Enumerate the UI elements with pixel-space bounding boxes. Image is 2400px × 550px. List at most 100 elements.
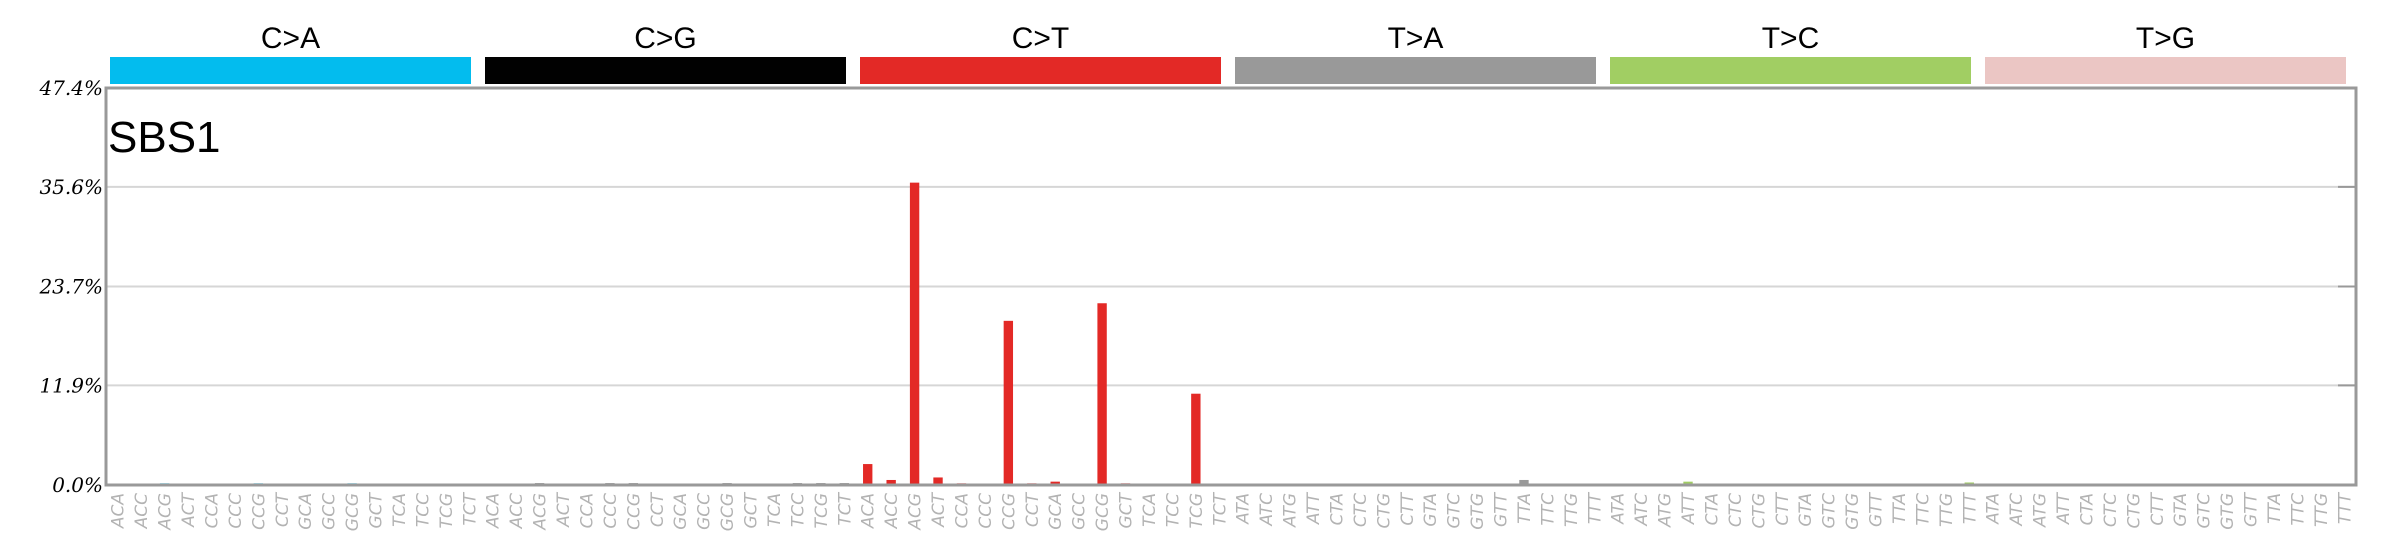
x-tick-label: GCC <box>695 493 715 530</box>
x-tick-label: TCC <box>413 493 433 527</box>
x-tick-label: CCG <box>999 493 1019 530</box>
x-tick-label: CTG <box>1374 493 1394 528</box>
x-tick-label: ATT <box>1304 491 1324 525</box>
x-tick-label: GCC <box>1070 493 1090 530</box>
y-tick-label: 35.6% <box>39 175 103 199</box>
x-tick-label: TCG <box>812 493 832 528</box>
mutation-type-strip <box>1985 57 2346 84</box>
y-tick-label: 23.7% <box>38 275 103 299</box>
x-tick-label: CCC <box>601 493 621 529</box>
x-tick-label: ACG <box>531 493 551 531</box>
x-tick-label: GTT <box>2242 491 2262 527</box>
x-tick-label: GCC <box>320 493 340 530</box>
x-tick-label: CTA <box>2077 493 2097 525</box>
bar <box>1097 303 1107 485</box>
x-tick-label: GTC <box>1445 493 1465 529</box>
x-tick-label: CCC <box>226 493 246 529</box>
mutation-type-strip <box>485 57 846 84</box>
x-tick-label: GTA <box>1421 493 1441 527</box>
x-tick-label: GCT <box>367 491 387 528</box>
x-tick-label: ATC <box>2007 493 2027 527</box>
x-tick-label: CCG <box>624 493 644 530</box>
x-tick-label: GTG <box>1468 493 1488 530</box>
x-tick-label: CTA <box>1702 493 1722 525</box>
x-tick-label: CCT <box>648 491 668 527</box>
bar <box>863 464 873 485</box>
x-tick-label: GTC <box>1820 493 1840 529</box>
mutation-type-strip <box>1235 57 1596 84</box>
x-tick-label: CCA <box>952 493 972 528</box>
x-tick-label: GCT <box>742 491 762 528</box>
chart-title: SBS1 <box>108 113 221 162</box>
x-tick-label: ATA <box>1609 493 1629 525</box>
x-tick-label: GCA <box>1046 493 1066 530</box>
x-tick-label: ACA <box>484 493 504 529</box>
x-tick-label: ATT <box>2054 491 2074 525</box>
x-tick-label: CCC <box>976 493 996 529</box>
x-tick-label: TTC <box>1913 493 1933 526</box>
x-tick-label: TTA <box>2265 493 2285 524</box>
x-tick-label: TTT <box>1960 491 1980 524</box>
x-tick-label: CTC <box>2101 493 2121 527</box>
x-tick-label: GCT <box>1117 491 1137 528</box>
x-tick-label: CTG <box>2124 493 2144 528</box>
x-tick-label: TCC <box>788 493 808 527</box>
x-tick-label: TTA <box>1890 493 1910 524</box>
x-tick-label: CTC <box>1726 493 1746 527</box>
y-tick-label: 47.4% <box>38 76 103 100</box>
x-tick-label: ACC <box>507 493 527 529</box>
x-tick-label: ACC <box>132 493 152 529</box>
x-tick-label: TTG <box>2312 493 2332 527</box>
mutation-type-label: C>G <box>634 22 697 55</box>
x-tick-label: TCG <box>437 493 457 528</box>
bar <box>1050 481 1060 485</box>
x-tick-label: GTT <box>1867 491 1887 527</box>
x-tick-label: CTG <box>1749 493 1769 528</box>
x-tick-label: GTA <box>1796 493 1816 527</box>
mutation-type-label: T>G <box>2136 22 2195 55</box>
bars <box>113 182 2349 485</box>
x-tick-label: ATC <box>1257 493 1277 527</box>
x-tick-label: ATC <box>1632 493 1652 527</box>
x-tick-label: TCA <box>1140 493 1160 527</box>
x-tick-label: TTC <box>1538 493 1558 526</box>
x-tick-label: CTT <box>1773 491 1793 525</box>
y-axis-ticks: 0.0% 11.9% 23.7% 35.6% 47.4% <box>38 76 103 497</box>
x-tick-label: TCT <box>835 491 855 525</box>
mutation-type-label: C>T <box>1012 22 1070 55</box>
x-tick-label: ATG <box>1281 493 1301 528</box>
x-tick-label: GTT <box>1492 491 1512 527</box>
x-tick-label: ATA <box>1984 493 2004 525</box>
y-tick-label: 0.0% <box>52 473 103 497</box>
x-tick-label: ATA <box>1234 493 1254 525</box>
x-tick-label: TCC <box>1163 493 1183 527</box>
mutation-type-label: T>C <box>1762 22 1820 55</box>
mutation-type-strip <box>110 57 471 84</box>
x-tick-label: TTT <box>1585 491 1605 524</box>
x-tick-label: CTT <box>2148 491 2168 525</box>
bar <box>1519 479 1529 485</box>
x-tick-label: ACG <box>156 493 176 531</box>
x-tick-label: CTT <box>1398 491 1418 525</box>
x-tick-label: GTA <box>2171 493 2191 527</box>
x-tick-label: GTG <box>2218 493 2238 530</box>
x-tick-label: ACT <box>929 491 949 527</box>
x-tick-label: GCG <box>1093 493 1113 531</box>
x-tick-label: ACC <box>882 493 902 529</box>
mutation-type-strip <box>860 57 1221 84</box>
x-tick-label: TCA <box>765 493 785 527</box>
x-tick-label: GCG <box>343 493 363 531</box>
x-tick-label: CCA <box>577 493 597 528</box>
x-tick-label: ACA <box>109 493 129 529</box>
mutation-type-header: C>A C>G C>T T>A T>C T>G <box>110 22 2346 84</box>
x-tick-label: TTT <box>2335 491 2355 524</box>
grid-lines <box>106 185 2356 387</box>
mutation-type-label: C>A <box>261 22 320 55</box>
x-tick-label: GTG <box>1843 493 1863 530</box>
x-tick-label: TCA <box>390 493 410 527</box>
bar <box>933 477 943 485</box>
x-tick-label: CCT <box>1023 491 1043 527</box>
x-tick-label: TTA <box>1515 493 1535 524</box>
bar <box>1191 393 1201 485</box>
bar <box>1003 320 1014 485</box>
